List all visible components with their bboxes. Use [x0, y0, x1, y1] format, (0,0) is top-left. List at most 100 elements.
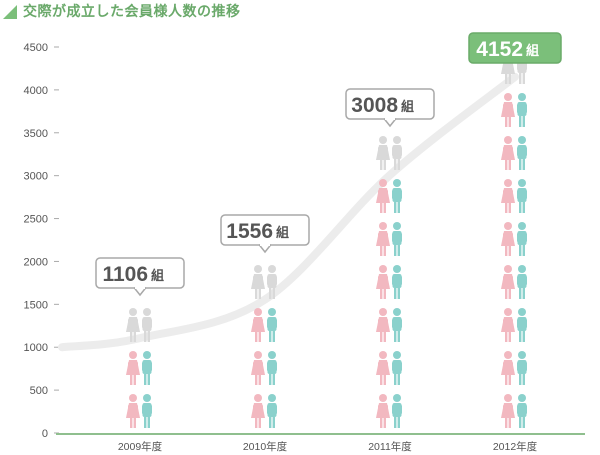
- male-icon: [517, 394, 527, 428]
- couple-icon: [251, 351, 277, 385]
- couple-icon: [251, 394, 277, 428]
- female-icon: [501, 136, 515, 170]
- value-bubble: 3008 組: [345, 88, 435, 128]
- male-icon: [392, 222, 402, 256]
- y-tick-label: 500: [30, 385, 48, 397]
- x-tick-label: 2009年度: [118, 440, 163, 453]
- male-icon: [142, 308, 152, 342]
- female-icon: [376, 308, 390, 342]
- couple-icon: [376, 351, 402, 385]
- y-tick-label: 4500: [24, 42, 48, 54]
- y-tick-label: 2500: [24, 214, 48, 226]
- bubble-value: 3008: [351, 94, 398, 117]
- couple-icon: [376, 394, 402, 428]
- female-icon: [501, 308, 515, 342]
- female-icon: [501, 351, 515, 385]
- couple-icon: [251, 265, 277, 299]
- couple-icon: [376, 222, 402, 256]
- male-icon: [517, 136, 527, 170]
- couple-icon: [501, 394, 527, 428]
- couple-icon: [501, 93, 527, 127]
- couple-icon: [376, 179, 402, 213]
- bubble-value: 1556: [226, 220, 273, 243]
- male-icon: [267, 308, 277, 342]
- female-icon: [501, 394, 515, 428]
- female-icon: [501, 222, 515, 256]
- title-triangle-icon: [3, 5, 17, 19]
- y-tick-label: 1500: [24, 299, 48, 311]
- x-tick-label: 2012年度: [493, 440, 538, 453]
- female-icon: [501, 93, 515, 127]
- female-icon: [376, 179, 390, 213]
- female-icon: [251, 265, 265, 299]
- male-icon: [517, 222, 527, 256]
- x-tick-label: 2010年度: [243, 440, 288, 453]
- bubble-unit: 組: [276, 225, 289, 240]
- female-icon: [501, 265, 515, 299]
- male-icon: [267, 265, 277, 299]
- male-icon: [392, 351, 402, 385]
- male-icon: [392, 179, 402, 213]
- female-icon: [126, 308, 140, 342]
- bubble-unit: 組: [401, 99, 414, 114]
- couple-icon: [501, 265, 527, 299]
- x-tick-label: 2011年度: [368, 440, 412, 453]
- couple-icon: [376, 265, 402, 299]
- male-icon: [142, 351, 152, 385]
- male-icon: [392, 394, 402, 428]
- male-icon: [267, 394, 277, 428]
- trend-line: [58, 72, 519, 352]
- chart-title-bar: 交際が成立した会員様人数の推移: [0, 0, 241, 22]
- female-icon: [376, 136, 390, 170]
- male-icon: [392, 136, 402, 170]
- y-tick-label: 0: [42, 428, 48, 440]
- bubble-value: 1106: [102, 263, 148, 286]
- female-icon: [376, 351, 390, 385]
- male-icon: [142, 394, 152, 428]
- male-icon: [392, 265, 402, 299]
- male-icon: [517, 93, 527, 127]
- y-tick-label: 1000: [24, 342, 48, 354]
- y-tick-label: 4000: [24, 85, 48, 97]
- female-icon: [251, 394, 265, 428]
- chart-title: 交際が成立した会員様人数の推移: [23, 3, 241, 19]
- couple-icon: [376, 308, 402, 342]
- couple-icon: [501, 136, 527, 170]
- couple-icon: [251, 308, 277, 342]
- female-icon: [376, 394, 390, 428]
- x-axis: 2009年度 2010年度 2011年度 2012年度: [56, 433, 585, 453]
- value-bubble: 1556 組: [220, 214, 310, 254]
- couple-icon: [376, 136, 402, 170]
- couple-icon: [501, 351, 527, 385]
- male-icon: [517, 351, 527, 385]
- male-icon: [517, 308, 527, 342]
- people-icons: [126, 50, 527, 428]
- couple-icon: [126, 308, 152, 342]
- couple-icon: [501, 179, 527, 213]
- value-bubble: 4152 組: [468, 32, 562, 64]
- couple-icon: [126, 394, 152, 428]
- trend-curve: [58, 72, 519, 352]
- male-icon: [517, 179, 527, 213]
- couple-icon: [501, 222, 527, 256]
- bubble-unit: 組: [526, 43, 539, 58]
- female-icon: [126, 351, 140, 385]
- couple-icon: [501, 308, 527, 342]
- male-icon: [392, 308, 402, 342]
- y-tick-label: 3500: [24, 128, 48, 140]
- female-icon: [251, 308, 265, 342]
- y-tick-label: 3000: [24, 171, 48, 183]
- male-icon: [267, 351, 277, 385]
- bubble-unit: 組: [151, 268, 164, 283]
- couple-icon: [126, 351, 152, 385]
- female-icon: [501, 179, 515, 213]
- value-bubble: 1106 組: [95, 257, 185, 297]
- male-icon: [517, 265, 527, 299]
- bubble-value: 4152: [476, 38, 523, 61]
- female-icon: [376, 265, 390, 299]
- y-axis: 0 500 1000 1500 2000 2500 3000 3500 4000 4500: [24, 42, 59, 440]
- female-icon: [126, 394, 140, 428]
- female-icon: [251, 351, 265, 385]
- y-tick-label: 2000: [24, 256, 48, 268]
